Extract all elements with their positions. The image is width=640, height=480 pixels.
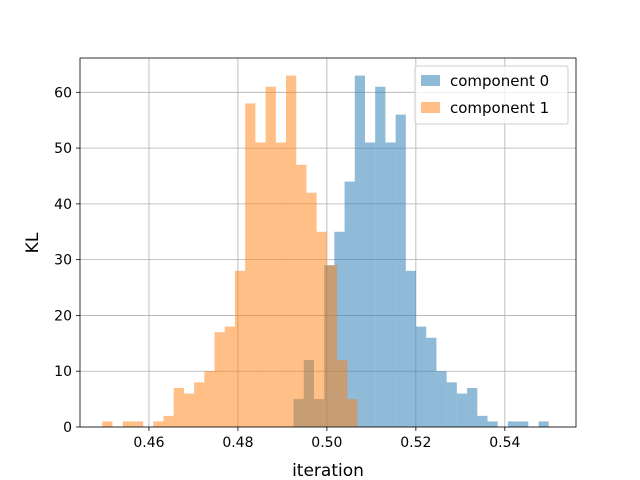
histogram-bar [326, 265, 338, 427]
y-axis-label: KL [23, 232, 43, 253]
legend-label: component 1 [450, 99, 549, 117]
histogram-bar [275, 142, 287, 428]
histogram-bar [194, 382, 205, 427]
histogram-bar [153, 421, 164, 427]
histogram-bar [416, 326, 427, 427]
x-axis-ticks: 0.46 0.48 0.50 0.52 0.54 [133, 427, 521, 451]
histogram-bar [375, 86, 386, 427]
histogram-bar [354, 75, 365, 428]
histogram-bar [538, 421, 549, 427]
histogram-bar [477, 415, 488, 427]
y-tick-label: 60 [54, 85, 72, 101]
histogram-bar [296, 164, 307, 428]
histogram-bar [122, 421, 133, 427]
y-tick-label: 40 [54, 197, 72, 213]
legend-box [414, 65, 569, 125]
histogram-bar [344, 181, 355, 427]
grid-lines [80, 58, 576, 428]
y-tick-label: 0 [63, 420, 72, 436]
y-tick-label: 20 [54, 308, 72, 324]
histogram-bar [214, 332, 225, 427]
histogram-bar [102, 421, 113, 427]
histogram-bar [334, 231, 345, 427]
histogram-bar [487, 421, 498, 427]
y-tick-label: 30 [54, 253, 72, 269]
x-tick-label: 0.54 [489, 435, 520, 451]
y-axis-ticks: 0 10 20 30 40 50 60 [54, 85, 80, 436]
histogram-bar [405, 270, 417, 427]
histogram-bar [245, 103, 256, 427]
histogram-bar [364, 142, 376, 428]
legend-swatch [421, 102, 440, 113]
histogram-bar [316, 231, 327, 427]
legend: component 0 component 1 [414, 65, 569, 125]
histogram-bar [183, 393, 195, 427]
x-tick-label: 0.46 [133, 435, 164, 451]
histogram-bar [224, 326, 235, 427]
histogram-bar [456, 393, 468, 427]
histogram-bar [395, 114, 406, 427]
histogram-bar [337, 360, 348, 427]
series-1-bars [102, 75, 358, 428]
histogram-bar [507, 421, 519, 427]
histogram-bar [347, 399, 358, 427]
x-tick-label: 0.50 [311, 435, 342, 451]
histogram-bar [385, 142, 396, 428]
histogram-bar [234, 270, 246, 427]
histogram-bar [132, 421, 144, 427]
histogram-bar [467, 387, 478, 427]
legend-swatch [421, 75, 440, 86]
histogram-bars [102, 75, 549, 428]
histogram-bar [518, 421, 529, 427]
histogram-bar [255, 142, 266, 428]
histogram-bar [204, 371, 215, 427]
x-axis-label: iteration [292, 461, 364, 480]
histogram-bar [286, 75, 297, 428]
y-tick-label: 50 [54, 141, 72, 157]
histogram-bar [446, 382, 457, 427]
histogram-bar [436, 371, 447, 427]
histogram-bar [265, 86, 276, 427]
x-tick-label: 0.52 [400, 435, 431, 451]
x-tick-label: 0.48 [222, 435, 253, 451]
histogram-bar [173, 387, 184, 427]
histogram-bar [306, 192, 317, 427]
plot-frame [79, 57, 577, 428]
histogram-bar [426, 337, 437, 427]
histogram-bar [163, 415, 174, 427]
legend-label: component 0 [450, 72, 549, 90]
y-tick-label: 10 [54, 364, 72, 380]
